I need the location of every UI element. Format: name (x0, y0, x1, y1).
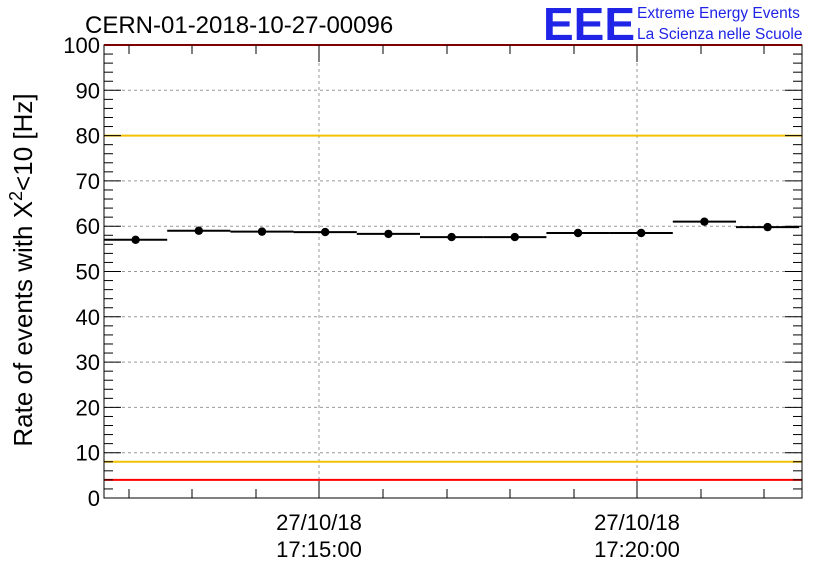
y-tick-label: 70 (76, 169, 100, 194)
y-tick-label: 20 (76, 395, 100, 420)
logo-line-1: Extreme Energy Events (637, 5, 800, 22)
logo-mark: EEE (543, 0, 635, 50)
x-tick-label-time: 17:15:00 (276, 537, 362, 562)
y-tick-label: 50 (76, 260, 100, 285)
y-tick-label: 40 (76, 305, 100, 330)
y-axis: 0 10 20 30 40 50 60 70 80 90 100 (63, 33, 802, 511)
data-points (104, 217, 800, 244)
x-tick-label-time: 17:20:00 (594, 537, 680, 562)
data-point (384, 229, 393, 239)
data-point (257, 227, 267, 236)
data-point (131, 235, 140, 244)
y-tick-label: 80 (76, 124, 100, 149)
data-point (700, 217, 709, 226)
y-tick-label: 0 (88, 486, 100, 511)
y-axis-label: Rate of events with X2<10 [Hz] (6, 93, 38, 446)
grid (104, 45, 802, 498)
reference-lines (104, 44, 802, 481)
logo-line-2: La Scienza nelle Scuole (637, 26, 802, 43)
eee-logo: EEE Extreme Energy Events La Scienza nel… (543, 0, 802, 50)
data-point (637, 228, 646, 238)
y-axis-label-tail: <10 [Hz] (8, 93, 38, 191)
y-axis-label-main: Rate of events with X (8, 201, 38, 447)
x-tick-label-date: 27/10/18 (594, 510, 680, 535)
y-tick-label: 60 (76, 214, 100, 239)
data-point (510, 232, 519, 242)
x-tick-label-date: 27/10/18 (276, 510, 362, 535)
y-tick-label: 30 (76, 350, 100, 375)
data-point (321, 227, 330, 237)
data-point (194, 226, 203, 235)
data-point (447, 232, 456, 242)
data-point (763, 222, 772, 232)
chart-title: CERN-01-2018-10-27-00096 (85, 12, 393, 39)
y-tick-label: 100 (63, 33, 100, 58)
data-point (573, 228, 583, 238)
y-tick-label: 10 (76, 441, 100, 466)
y-tick-label: 90 (76, 78, 100, 103)
y-axis-label-sup: 2 (6, 191, 26, 201)
